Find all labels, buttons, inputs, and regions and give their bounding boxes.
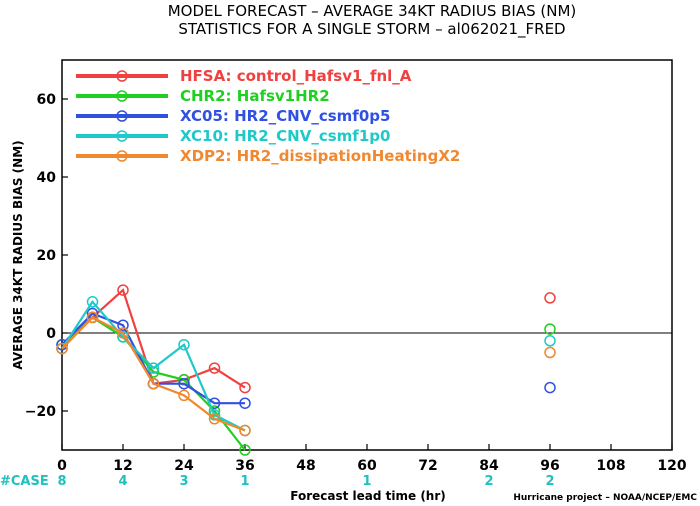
legend-label: XDP2: HR2_dissipationHeatingX2 <box>180 147 460 165</box>
x-tick-label: 24 <box>174 458 194 474</box>
data-point <box>117 284 129 296</box>
data-point <box>117 327 129 339</box>
data-point <box>544 335 556 347</box>
legend-item-xc10: XC10: HR2_CNV_csmf1p0 <box>76 127 390 145</box>
case-count: 1 <box>362 474 371 489</box>
legend-marker <box>116 70 128 82</box>
x-tick-label: 36 <box>235 458 254 474</box>
case-count: 3 <box>179 474 188 489</box>
legend-marker <box>116 130 128 142</box>
legend-item-xc05: XC05: HR2_CNV_csmf0p5 <box>76 107 390 125</box>
series-line <box>61 312 245 405</box>
case-counts: 8 4 3 1 1 2 2 <box>57 474 554 489</box>
x-tick-label: 48 <box>296 458 315 474</box>
x-tick-label: 84 <box>479 458 499 474</box>
data-point <box>239 424 251 437</box>
chart-subtitle: STATISTICS FOR A SINGLE STORM – al062021… <box>178 20 565 39</box>
y-axis-label: AVERAGE 34KT RADIUS BIAS (NM) <box>11 140 25 369</box>
data-point <box>178 377 190 390</box>
y-tick-label: −20 <box>25 404 56 420</box>
data-point <box>147 377 160 390</box>
data-point <box>544 292 556 304</box>
case-count: 8 <box>57 474 66 489</box>
data-point <box>86 311 99 324</box>
data-point <box>239 444 251 456</box>
data-point <box>544 346 556 359</box>
data-point <box>178 338 190 351</box>
x-axis-label: Forecast lead time (hr) <box>290 489 446 503</box>
series-line <box>61 299 246 432</box>
series-xdp2 <box>56 311 556 437</box>
series-line <box>61 316 246 432</box>
x-tick-label: 108 <box>596 458 625 474</box>
legend-marker <box>116 90 128 102</box>
legend-marker <box>116 150 128 162</box>
x-tick-label: 0 <box>57 458 67 474</box>
y-tick-label: 40 <box>37 170 57 186</box>
data-point <box>239 397 251 409</box>
chart-title: MODEL FORECAST – AVERAGE 34KT RADIUS BIA… <box>168 2 577 20</box>
data-point <box>208 362 221 374</box>
x-tick-label: 120 <box>657 458 686 474</box>
legend-item-hfsa: HFSA: control_Hafsv1_fnl_A <box>76 67 412 85</box>
series-chr2 <box>56 311 556 456</box>
data-point <box>239 381 251 394</box>
y-tick-label: 0 <box>46 326 56 342</box>
y-tick-label: 20 <box>37 248 57 264</box>
legend-item-chr2: CHR2: Hafsv1HR2 <box>76 87 330 105</box>
legend-marker <box>116 110 128 122</box>
legend-label: HFSA: control_Hafsv1_fnl_A <box>180 67 412 85</box>
x-axis-ticks: 0 12 24 36 48 60 72 84 96 108 120 <box>57 444 687 474</box>
case-count: 2 <box>484 474 493 489</box>
x-tick-label: 12 <box>113 458 132 474</box>
case-count: 4 <box>118 474 127 489</box>
y-tick-label: 60 <box>37 92 57 108</box>
data-point <box>208 413 221 425</box>
x-tick-label: 72 <box>418 458 437 474</box>
legend-label: XC10: HR2_CNV_csmf1p0 <box>180 127 390 145</box>
credit-text: Hurricane project – NOAA/NCEP/EMC <box>513 493 697 503</box>
data-point <box>117 319 129 331</box>
series-xc05 <box>56 307 556 409</box>
legend-label: XC05: HR2_CNV_csmf0p5 <box>180 107 390 125</box>
x-tick-label: 96 <box>540 458 559 474</box>
y-axis-ticks: −20 0 20 40 60 <box>25 92 68 420</box>
x-tick-label: 60 <box>357 458 377 474</box>
data-point <box>178 389 190 402</box>
data-point <box>544 381 556 394</box>
case-label: #CASE <box>0 474 49 489</box>
legend-item-xdp2: XDP2: HR2_dissipationHeatingX2 <box>76 147 460 165</box>
case-count: 2 <box>545 474 554 489</box>
series-hfsa <box>56 284 556 394</box>
data-point <box>147 362 160 374</box>
data-point <box>56 342 68 355</box>
data-point <box>544 323 556 335</box>
legend-label: CHR2: Hafsv1HR2 <box>180 87 330 105</box>
case-count: 1 <box>240 474 249 489</box>
data-point <box>86 296 99 308</box>
series-layer <box>56 284 556 456</box>
legend: HFSA: control_Hafsv1_fnl_A CHR2: Hafsv1HR… <box>76 67 460 165</box>
